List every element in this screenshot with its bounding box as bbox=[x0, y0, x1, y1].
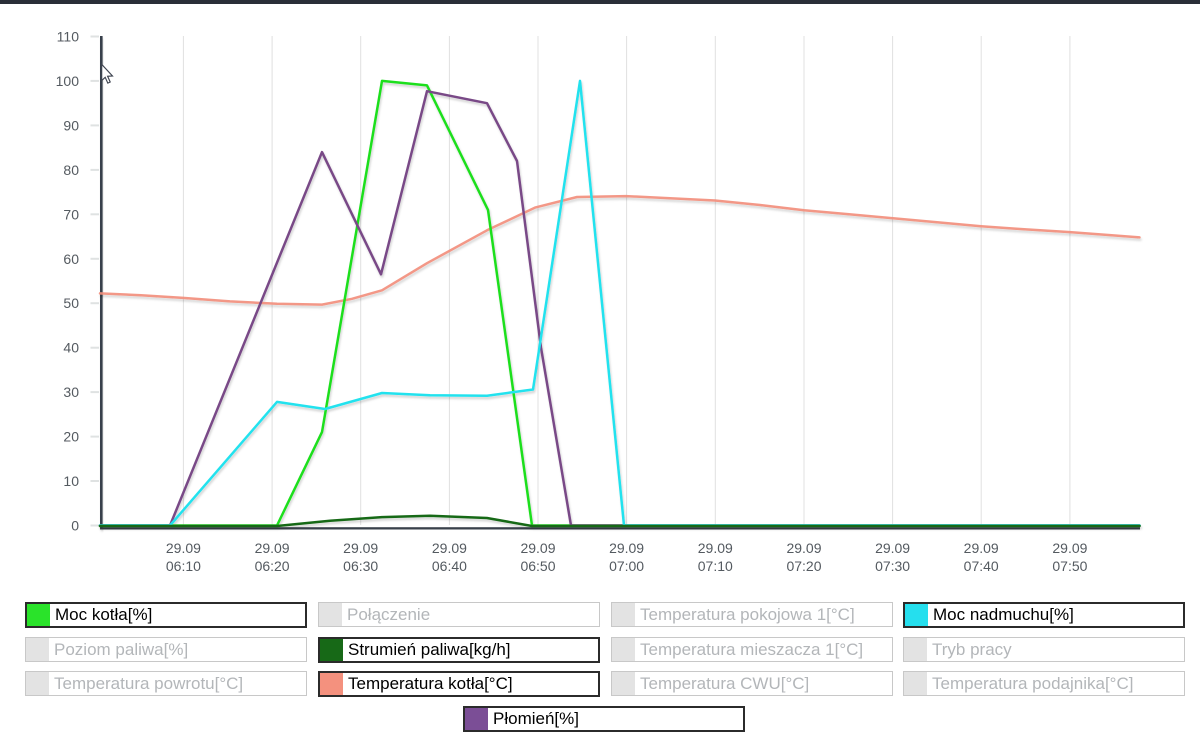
svg-text:29.09: 29.09 bbox=[343, 540, 378, 556]
svg-text:07:10: 07:10 bbox=[698, 558, 733, 574]
svg-text:07:30: 07:30 bbox=[875, 558, 910, 574]
svg-text:20: 20 bbox=[63, 429, 79, 445]
svg-text:29.09: 29.09 bbox=[520, 540, 555, 556]
svg-text:100: 100 bbox=[56, 73, 80, 89]
svg-text:29.09: 29.09 bbox=[786, 540, 821, 556]
svg-text:29.09: 29.09 bbox=[166, 540, 201, 556]
svg-text:29.09: 29.09 bbox=[698, 540, 733, 556]
svg-text:29.09: 29.09 bbox=[432, 540, 467, 556]
svg-text:06:20: 06:20 bbox=[255, 558, 290, 574]
svg-text:60: 60 bbox=[63, 251, 79, 267]
svg-text:29.09: 29.09 bbox=[875, 540, 910, 556]
svg-text:50: 50 bbox=[63, 295, 79, 311]
svg-text:90: 90 bbox=[63, 117, 79, 133]
svg-text:0: 0 bbox=[71, 518, 79, 534]
svg-text:07:40: 07:40 bbox=[964, 558, 999, 574]
svg-text:06:10: 06:10 bbox=[166, 558, 201, 574]
svg-text:06:50: 06:50 bbox=[520, 558, 555, 574]
svg-text:80: 80 bbox=[63, 162, 79, 178]
svg-text:06:30: 06:30 bbox=[343, 558, 378, 574]
svg-text:70: 70 bbox=[63, 206, 79, 222]
svg-text:29.09: 29.09 bbox=[964, 540, 999, 556]
svg-text:40: 40 bbox=[63, 340, 79, 356]
svg-text:29.09: 29.09 bbox=[255, 540, 290, 556]
svg-text:10: 10 bbox=[63, 473, 79, 489]
svg-text:110: 110 bbox=[57, 29, 80, 45]
svg-text:29.09: 29.09 bbox=[609, 540, 644, 556]
svg-text:07:00: 07:00 bbox=[609, 558, 644, 574]
svg-text:07:20: 07:20 bbox=[786, 558, 821, 574]
svg-text:07:50: 07:50 bbox=[1052, 558, 1087, 574]
svg-text:29.09: 29.09 bbox=[1052, 540, 1087, 556]
svg-text:30: 30 bbox=[63, 384, 79, 400]
svg-text:06:40: 06:40 bbox=[432, 558, 467, 574]
